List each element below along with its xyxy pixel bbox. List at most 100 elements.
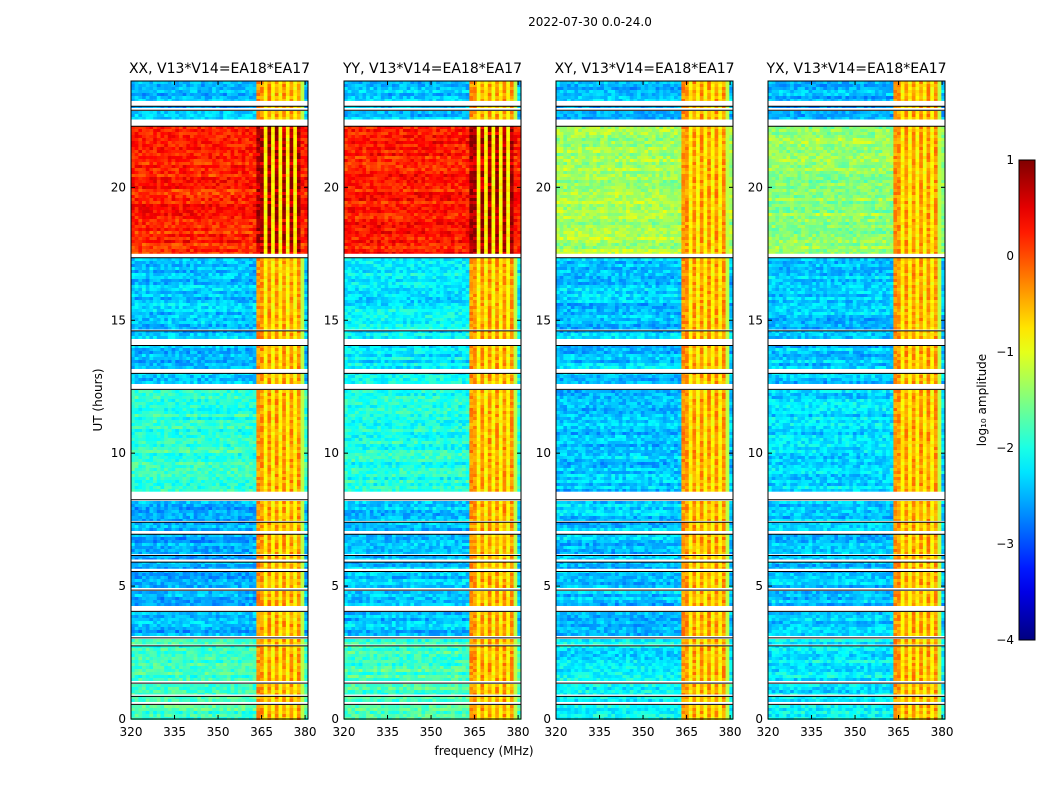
heatmap-cell [197, 276, 202, 279]
heatmap-cell [226, 129, 231, 132]
heatmap-cell [138, 201, 143, 204]
heatmap-cell [201, 186, 206, 189]
heatmap-cell [204, 189, 209, 192]
heatmap-cell [197, 174, 202, 177]
heatmap-cell [296, 219, 301, 222]
heatmap-cell [234, 303, 239, 306]
heatmap-cell [215, 114, 220, 117]
heatmap-cell [245, 141, 250, 144]
heatmap-cell [215, 273, 220, 276]
heatmap-cell [145, 258, 150, 261]
heatmap-cell [171, 312, 176, 315]
heatmap-cell [201, 408, 206, 411]
heatmap-cell [245, 285, 250, 288]
heatmap-cell [193, 279, 198, 282]
heatmap-cell [145, 405, 150, 408]
heatmap-cell [267, 87, 272, 90]
heatmap-cell [145, 333, 150, 336]
heatmap-cell [197, 180, 202, 183]
heatmap-cell [193, 198, 198, 201]
heatmap-cell [153, 216, 158, 219]
heatmap-cell [234, 261, 239, 264]
heatmap-cell [131, 420, 135, 423]
heatmap-cell [252, 363, 257, 366]
heatmap-cell [271, 297, 276, 300]
heatmap-cell [274, 198, 279, 201]
heatmap-cell [164, 402, 169, 405]
heatmap-cell [296, 99, 301, 102]
heatmap-cell [138, 111, 143, 114]
heatmap-cell [138, 285, 143, 288]
heatmap-cell [131, 93, 135, 96]
heatmap-cell [304, 405, 309, 408]
heatmap-cell [304, 327, 309, 330]
heatmap-cell [293, 198, 298, 201]
heatmap-cell [160, 204, 165, 207]
heatmap-cell [182, 204, 187, 207]
heatmap-cell [134, 219, 139, 222]
heatmap-cell [219, 174, 224, 177]
heatmap-cell [208, 405, 213, 408]
heatmap-cell [153, 177, 158, 180]
heatmap-cell [271, 129, 276, 132]
heatmap-cell [156, 276, 161, 279]
heatmap-cell [164, 204, 169, 207]
heatmap-cell [256, 138, 261, 141]
heatmap-cell [190, 282, 194, 285]
heatmap-cell [153, 165, 158, 168]
heatmap-cell [142, 399, 147, 402]
heatmap-cell [164, 177, 169, 180]
heatmap-cell [182, 168, 187, 171]
heatmap-cell [171, 273, 176, 276]
heatmap-cell [208, 177, 213, 180]
heatmap-cell [208, 189, 213, 192]
heatmap-cell [274, 318, 279, 321]
heatmap-cell [197, 87, 202, 90]
heatmap-cell [138, 243, 143, 246]
heatmap-cell [175, 405, 180, 408]
heatmap-cell [153, 144, 158, 147]
heatmap-cell [282, 408, 287, 411]
heatmap-cell [142, 327, 147, 330]
heatmap-cell [182, 270, 187, 273]
heatmap-cell [296, 222, 301, 225]
heatmap-cell [234, 318, 239, 321]
heatmap-cell [193, 111, 198, 114]
heatmap-cell [278, 216, 283, 219]
heatmap-cell [249, 408, 253, 411]
heatmap-cell [285, 144, 290, 147]
heatmap-cell [237, 273, 242, 276]
heatmap-cell [160, 87, 165, 90]
heatmap-cell [142, 240, 147, 243]
heatmap-cell [230, 228, 235, 231]
heatmap-cell [252, 231, 257, 234]
heatmap-cell [175, 351, 180, 354]
heatmap-cell [223, 177, 228, 180]
heatmap-cell [278, 207, 283, 210]
heatmap-cell [160, 252, 165, 255]
heatmap-cell [142, 285, 147, 288]
heatmap-cell [149, 381, 154, 384]
heatmap-cell [274, 144, 279, 147]
heatmap-cell [293, 201, 298, 204]
heatmap-cell [178, 381, 183, 384]
heatmap-cell [285, 330, 290, 333]
heatmap-cell [175, 243, 180, 246]
heatmap-cell [274, 336, 279, 339]
heatmap-cell [149, 390, 154, 393]
heatmap-cell [138, 348, 143, 351]
heatmap-cell [182, 327, 187, 330]
heatmap-cell [134, 321, 139, 324]
heatmap-cell [241, 225, 246, 228]
heatmap-cell [131, 333, 135, 336]
heatmap-cell [296, 150, 301, 153]
heatmap-cell [204, 228, 209, 231]
heatmap-cell [164, 345, 169, 348]
heatmap-cell [197, 375, 202, 378]
heatmap-cell [164, 375, 169, 378]
heatmap-cell [223, 357, 228, 360]
heatmap-cell [230, 333, 235, 336]
heatmap-cell [204, 231, 209, 234]
heatmap-cell [175, 84, 180, 87]
heatmap-cell [260, 126, 265, 129]
